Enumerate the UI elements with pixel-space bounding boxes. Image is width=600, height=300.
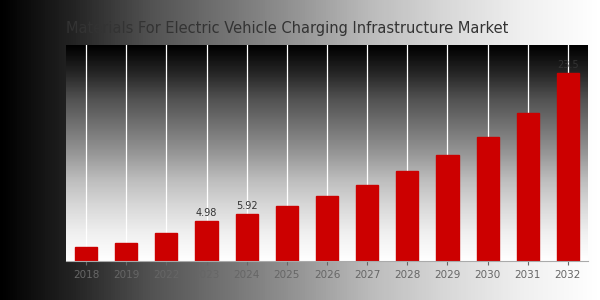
- Bar: [517, 113, 539, 261]
- Bar: [356, 185, 378, 261]
- Bar: [276, 206, 298, 261]
- Text: Materials For Electric Vehicle Charging Infrastructure Market: Materials For Electric Vehicle Charging …: [66, 21, 508, 36]
- Text: 5.92: 5.92: [236, 201, 257, 211]
- Bar: [436, 155, 458, 261]
- Text: 23.5: 23.5: [557, 60, 579, 70]
- Bar: [236, 214, 258, 261]
- Bar: [155, 233, 178, 261]
- Bar: [557, 73, 579, 261]
- Bar: [75, 247, 97, 261]
- Text: 4.98: 4.98: [196, 208, 217, 218]
- Bar: [115, 243, 137, 261]
- Bar: [396, 171, 418, 261]
- Bar: [196, 221, 218, 261]
- Bar: [316, 196, 338, 261]
- Bar: [476, 137, 499, 261]
